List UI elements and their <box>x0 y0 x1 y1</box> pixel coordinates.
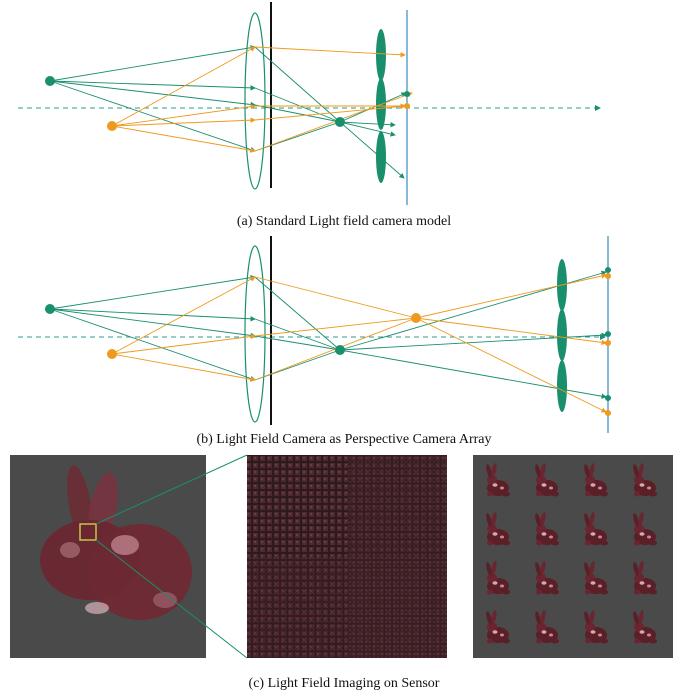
green-focus-point <box>335 345 345 355</box>
green-rays <box>49 270 607 399</box>
green-point-source <box>45 304 55 314</box>
zoom-connector-bottom <box>95 539 248 659</box>
orange-rays <box>111 46 413 153</box>
orange-point-source <box>107 121 117 131</box>
green-rays <box>49 45 407 179</box>
orange-point-source <box>107 349 117 359</box>
orange-focus-point <box>411 313 421 323</box>
caption-c: (c) Light Field Imaging on Sensor <box>248 676 440 691</box>
sensor-mosaic-image <box>247 455 447 658</box>
image-panels <box>10 454 673 659</box>
sensor-dot-green <box>404 91 410 97</box>
green-focus-point <box>335 117 345 127</box>
sensor-dot-orange <box>404 103 410 109</box>
caption-a: (a) Standard Light field camera model <box>236 214 452 229</box>
blurry-bunny-image <box>10 455 206 658</box>
orange-rays <box>111 273 607 413</box>
green-point-source <box>45 76 55 86</box>
main-lens <box>244 12 266 190</box>
diagram-b <box>18 236 611 433</box>
main-lens <box>244 245 266 423</box>
sub-aperture-array-image <box>473 455 673 658</box>
zoom-connector-top <box>95 454 248 525</box>
sensor-dots <box>605 267 611 416</box>
diagram-a <box>18 2 601 205</box>
zoom-selection-box <box>79 523 97 541</box>
caption-b: (b) Light Field Camera as Perspective Ca… <box>196 432 492 447</box>
